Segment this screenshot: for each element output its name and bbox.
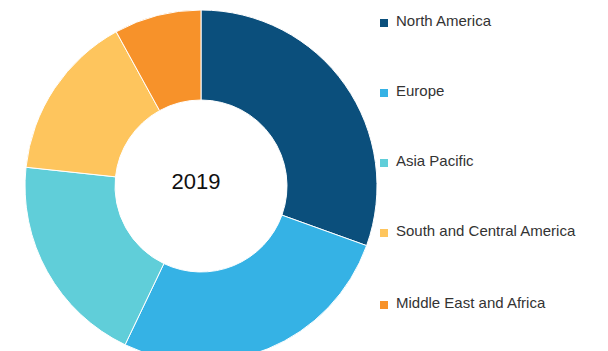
svg-text:2019: 2019 bbox=[172, 169, 221, 194]
html-text:South and Central America: South and Central America bbox=[396, 222, 576, 239]
html-text:Middle East and Africa: Middle East and Africa bbox=[396, 294, 546, 311]
html-text:North America: North America bbox=[396, 12, 491, 29]
html-text:Europe: Europe bbox=[396, 82, 445, 99]
html-text:Asia Pacific: Asia Pacific bbox=[396, 152, 474, 169]
